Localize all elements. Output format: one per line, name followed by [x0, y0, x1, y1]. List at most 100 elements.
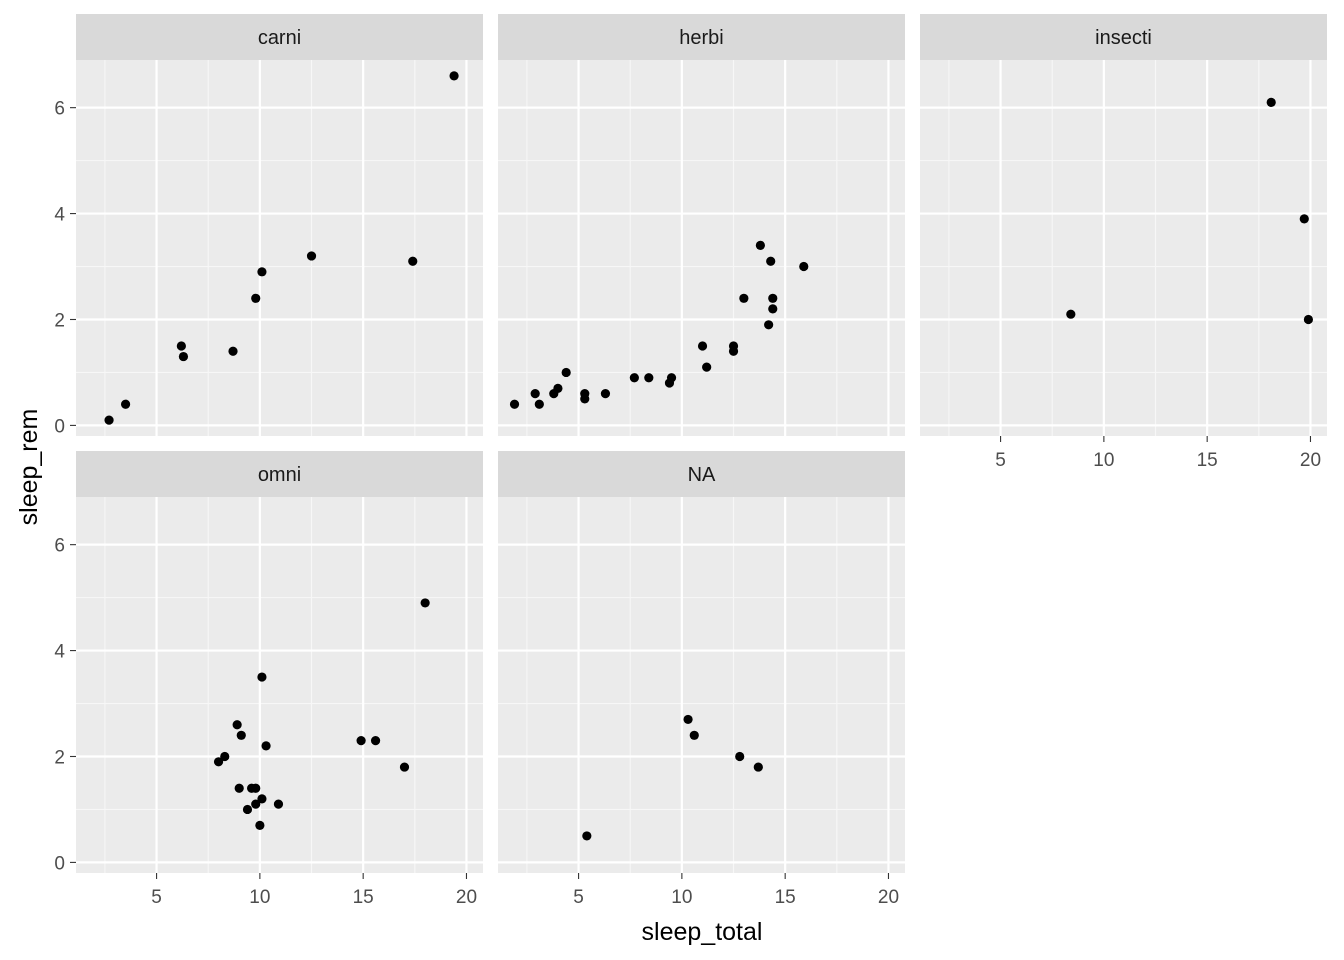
y-tick-label: 6	[54, 99, 65, 120]
data-point	[580, 394, 590, 404]
x-tick-label: 5	[573, 887, 584, 908]
data-point	[728, 346, 739, 356]
data-point	[306, 251, 317, 261]
data-point	[1266, 97, 1276, 107]
data-point	[178, 351, 189, 362]
facet-strip	[76, 14, 483, 60]
facet-strip	[498, 451, 905, 497]
data-point	[228, 346, 238, 356]
facet-strip-label: omni	[258, 464, 301, 486]
data-point	[251, 293, 261, 303]
data-point	[735, 751, 745, 762]
data-point	[251, 783, 261, 793]
x-tick-label: 20	[878, 887, 899, 908]
data-point	[257, 672, 267, 682]
x-tick-label: 10	[1093, 450, 1114, 471]
data-point	[768, 293, 778, 303]
x-tick-label: 5	[151, 887, 162, 908]
data-point	[220, 751, 230, 762]
facet-panel-na: NA	[498, 451, 905, 873]
data-point	[232, 720, 242, 730]
y-tick-label: 0	[54, 416, 65, 437]
data-point	[261, 741, 271, 751]
facet-strip-label: NA	[688, 464, 716, 486]
data-point	[739, 293, 749, 303]
data-point	[509, 399, 520, 409]
y-tick-label: 6	[54, 536, 65, 557]
data-point	[1299, 214, 1309, 224]
data-point	[702, 362, 712, 372]
x-tick-label: 15	[775, 887, 796, 908]
data-point	[1066, 309, 1076, 319]
x-tick-label: 10	[671, 887, 692, 908]
data-point	[273, 799, 284, 809]
data-point	[420, 598, 430, 608]
data-point	[236, 730, 246, 740]
x-tick-label: 10	[249, 887, 270, 908]
x-tick-label: 5	[995, 450, 1006, 471]
y-tick-label: 0	[54, 853, 65, 874]
data-point	[408, 256, 418, 266]
data-point	[629, 373, 639, 383]
facet-strip	[498, 14, 905, 60]
facet-panel-herbi: herbi	[498, 14, 905, 436]
data-point	[755, 240, 765, 250]
y-tick-label: 2	[54, 310, 65, 331]
panel-background	[76, 60, 483, 436]
data-point	[689, 730, 699, 740]
y-axis-title: sleep_rem	[15, 409, 43, 526]
data-point	[666, 373, 677, 383]
data-point	[764, 320, 774, 330]
data-point	[600, 389, 611, 399]
y-tick-label: 4	[54, 205, 65, 226]
y-axes: 0 2 4 6 0 2 4 6	[54, 99, 76, 874]
facet-strip-label: carni	[258, 27, 301, 49]
data-point	[176, 341, 186, 351]
x-tick-label: 20	[1300, 450, 1321, 471]
x-tick-label: 15	[353, 887, 374, 908]
data-point	[255, 820, 265, 830]
x-axis-title: sleep_total	[642, 918, 763, 946]
data-point	[104, 415, 114, 425]
facet-strip-label: herbi	[679, 27, 723, 49]
data-point	[799, 261, 809, 272]
data-point	[697, 341, 708, 351]
x-axes: 5 10 15 20 5 10 15 20 5 10 15 20	[151, 436, 1321, 908]
panel-background	[498, 497, 905, 873]
data-point	[1303, 314, 1314, 325]
data-point	[234, 783, 244, 793]
data-point	[120, 399, 131, 409]
data-point	[753, 762, 763, 772]
facet-panels: carni herbi insecti omni NA	[76, 14, 1327, 873]
panel-background	[920, 60, 1327, 436]
data-point	[370, 736, 381, 746]
data-point	[534, 399, 544, 409]
facet-panel-carni: carni	[76, 14, 483, 436]
data-point	[242, 804, 253, 815]
data-point	[251, 799, 261, 809]
data-point	[553, 383, 563, 393]
facet-strip	[76, 451, 483, 497]
panel-background	[498, 60, 905, 436]
data-point	[257, 794, 267, 804]
data-point	[257, 267, 267, 277]
data-point	[561, 367, 571, 378]
facet-strip	[920, 14, 1327, 60]
y-tick-label: 2	[54, 747, 65, 768]
facet-panel-insecti: insecti	[920, 14, 1327, 436]
x-tick-label: 20	[456, 887, 477, 908]
facet-strip-label: insecti	[1095, 27, 1152, 49]
data-point	[683, 714, 693, 725]
y-tick-label: 4	[54, 642, 65, 663]
data-point	[766, 256, 776, 266]
data-point	[356, 736, 366, 746]
data-point	[644, 373, 654, 383]
facet-panel-omni: omni	[76, 451, 483, 873]
data-point	[582, 831, 592, 841]
data-point	[399, 762, 410, 772]
data-point	[449, 71, 459, 81]
data-point	[768, 304, 778, 314]
panel-background	[76, 497, 483, 873]
data-point	[530, 389, 540, 399]
